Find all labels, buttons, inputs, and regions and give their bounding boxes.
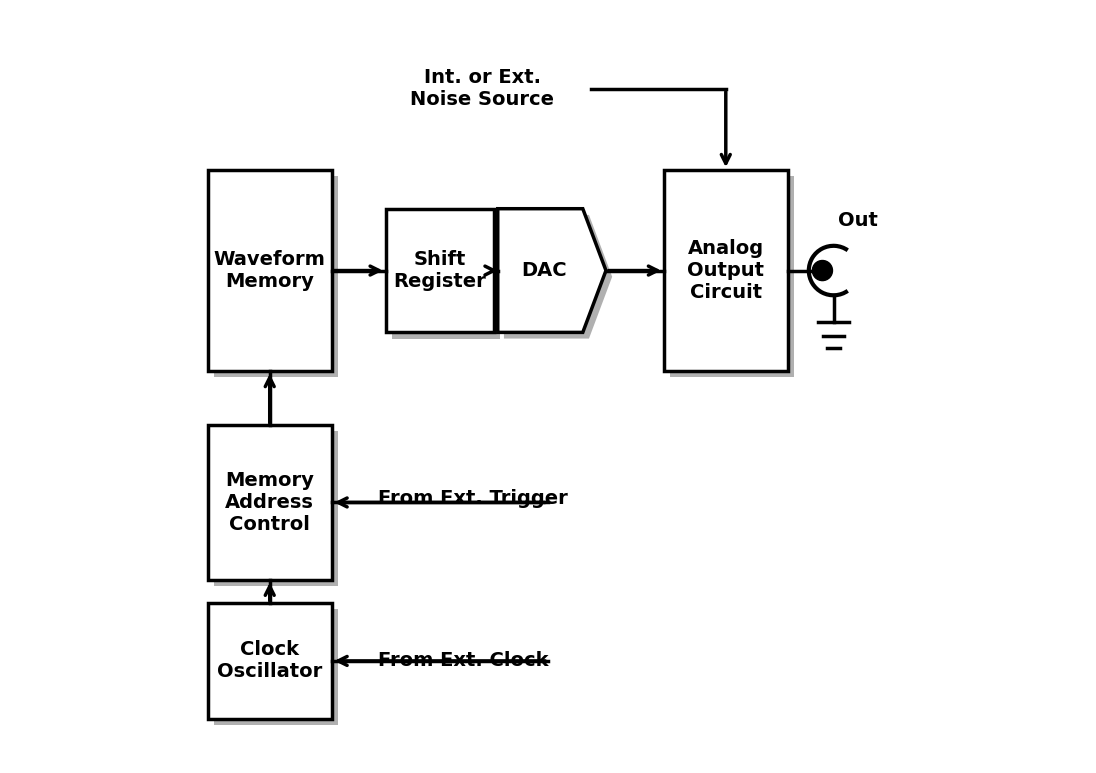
Text: From Ext. Clock: From Ext. Clock [378,652,548,670]
Text: DAC: DAC [522,261,567,280]
Text: Int. or Ext.
Noise Source: Int. or Ext. Noise Source [410,68,555,110]
Bar [214,431,338,586]
Text: Waveform
Memory: Waveform Memory [214,250,326,291]
Bar [208,425,332,580]
Bar [392,215,500,339]
Text: Analog
Output
Circuit: Analog Output Circuit [687,239,764,302]
Bar [386,209,494,332]
Text: Memory
Address
Control: Memory Address Control [226,471,315,534]
Text: Out: Out [837,211,878,230]
Polygon shape [498,209,606,332]
Bar [214,609,338,725]
Polygon shape [504,215,613,339]
Text: Shift
Register: Shift Register [393,250,487,291]
Bar [208,603,332,719]
Bar [664,170,788,371]
Text: Clock
Oscillator: Clock Oscillator [217,640,322,682]
Text: From Ext. Trigger: From Ext. Trigger [378,489,568,508]
Circle shape [812,261,833,281]
Bar [214,176,338,377]
Bar [208,170,332,371]
Bar [670,176,794,377]
